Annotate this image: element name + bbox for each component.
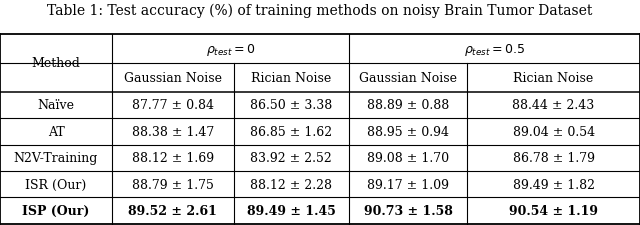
Text: 86.50 ± 3.38: 86.50 ± 3.38: [250, 99, 332, 112]
Text: 86.85 ± 1.62: 86.85 ± 1.62: [250, 125, 332, 138]
Text: Table 1: Test accuracy (%) of training methods on noisy Brain Tumor Dataset: Table 1: Test accuracy (%) of training m…: [47, 3, 593, 18]
Text: Method: Method: [31, 57, 81, 70]
Text: Gaussian Noise: Gaussian Noise: [359, 72, 457, 85]
Text: 86.78 ± 1.79: 86.78 ± 1.79: [513, 152, 595, 164]
Text: 89.08 ± 1.70: 89.08 ± 1.70: [367, 152, 449, 164]
Text: Rician Noise: Rician Noise: [251, 72, 332, 85]
Text: 83.92 ± 2.52: 83.92 ± 2.52: [250, 152, 332, 164]
Text: Naïve: Naïve: [38, 99, 74, 112]
Text: 88.12 ± 1.69: 88.12 ± 1.69: [132, 152, 214, 164]
Text: ISP (Our): ISP (Our): [22, 204, 90, 217]
Text: 89.04 ± 0.54: 89.04 ± 0.54: [513, 125, 595, 138]
Text: 88.12 ± 2.28: 88.12 ± 2.28: [250, 178, 332, 191]
Text: Rician Noise: Rician Noise: [513, 72, 594, 85]
Text: 89.17 ± 1.09: 89.17 ± 1.09: [367, 178, 449, 191]
Text: 87.77 ± 0.84: 87.77 ± 0.84: [132, 99, 214, 112]
Text: 89.52 ± 2.61: 89.52 ± 2.61: [129, 204, 217, 217]
Text: 88.95 ± 0.94: 88.95 ± 0.94: [367, 125, 449, 138]
Text: AT: AT: [47, 125, 65, 138]
Text: 89.49 ± 1.82: 89.49 ± 1.82: [513, 178, 595, 191]
Text: Gaussian Noise: Gaussian Noise: [124, 72, 222, 85]
Text: N2V-Training: N2V-Training: [14, 152, 98, 164]
Text: $\rho_{test} = 0$: $\rho_{test} = 0$: [205, 42, 255, 57]
Text: ISR (Our): ISR (Our): [26, 178, 86, 191]
Text: $\rho_{test} = 0.5$: $\rho_{test} = 0.5$: [464, 42, 525, 57]
Text: 88.89 ± 0.88: 88.89 ± 0.88: [367, 99, 449, 112]
Text: 89.49 ± 1.45: 89.49 ± 1.45: [247, 204, 335, 217]
Text: 88.38 ± 1.47: 88.38 ± 1.47: [132, 125, 214, 138]
Text: 90.73 ± 1.58: 90.73 ± 1.58: [364, 204, 452, 217]
Text: 88.79 ± 1.75: 88.79 ± 1.75: [132, 178, 214, 191]
Text: 88.44 ± 2.43: 88.44 ± 2.43: [513, 99, 595, 112]
Text: 90.54 ± 1.19: 90.54 ± 1.19: [509, 204, 598, 217]
